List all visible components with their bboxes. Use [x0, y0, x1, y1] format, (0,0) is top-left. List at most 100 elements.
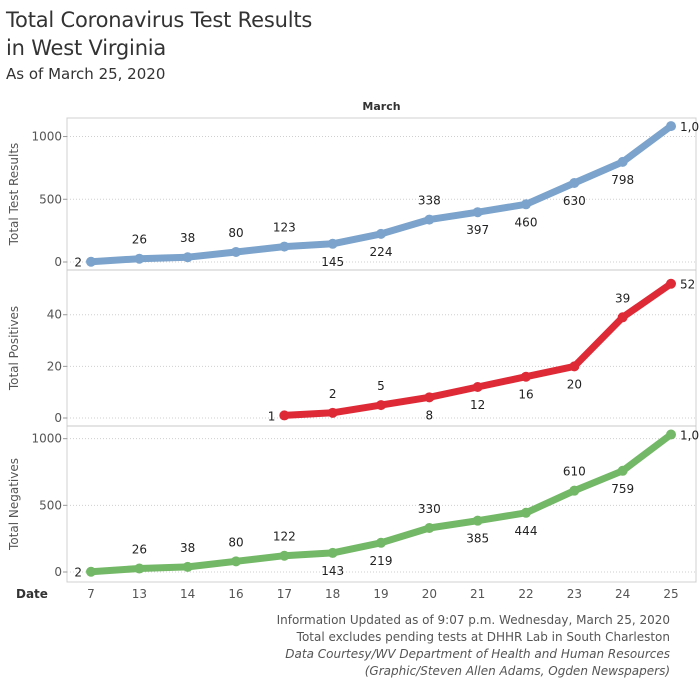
- footer-note: Total excludes pending tests at DHHR Lab…: [296, 630, 670, 644]
- data-point: [617, 465, 628, 476]
- data-label: 5: [377, 379, 385, 393]
- data-point: [86, 566, 96, 577]
- column-header: March: [362, 100, 400, 113]
- plot-frame: [66, 117, 697, 583]
- data-point: [666, 121, 676, 132]
- data-point: [521, 199, 531, 210]
- data-label: 122: [273, 530, 296, 544]
- data-label: 444: [515, 524, 538, 538]
- y-tick-label: 500: [39, 498, 62, 512]
- data-point: [666, 429, 676, 440]
- data-point: [472, 515, 483, 526]
- data-point: [472, 207, 483, 218]
- x-tick-label: 13: [132, 587, 147, 600]
- data-point: [569, 485, 580, 496]
- data-label: 338: [418, 194, 441, 208]
- data-point: [327, 238, 338, 249]
- data-point: [327, 547, 338, 558]
- data-point: [182, 252, 193, 263]
- series-line: [87, 431, 675, 576]
- series-line: [280, 280, 675, 419]
- data-point: [617, 156, 628, 167]
- data-label: 630: [563, 194, 586, 208]
- y-axis-title: Total Test Results: [7, 143, 21, 247]
- data-label: 2: [74, 256, 82, 270]
- data-label: 798: [611, 173, 634, 187]
- data-label: 219: [370, 554, 393, 568]
- data-point: [86, 256, 96, 267]
- data-label: 38: [180, 541, 195, 555]
- data-point: [472, 382, 483, 393]
- data-point: [424, 392, 435, 403]
- data-point: [279, 550, 290, 561]
- data-point: [424, 523, 435, 533]
- data-point: [182, 561, 193, 572]
- data-point: [521, 507, 531, 518]
- data-label: 12: [470, 398, 485, 412]
- y-tick-label: 0: [54, 255, 62, 269]
- y-axis-title: Total Negatives: [7, 458, 21, 551]
- data-point: [569, 177, 580, 188]
- data-point: [134, 253, 145, 264]
- x-tick-label: 23: [567, 587, 582, 600]
- footer-updated: Information Updated as of 9:07 p.m. Wedn…: [276, 613, 670, 627]
- footer-credit: (Graphic/Steven Allen Adams, Ogden Newsp…: [364, 664, 670, 678]
- data-point: [617, 312, 628, 323]
- x-axis-title: Date: [16, 587, 48, 600]
- y-tick-label: 40: [47, 308, 62, 322]
- x-tick-label: 21: [470, 587, 485, 600]
- data-point: [134, 563, 145, 574]
- data-label: 39: [615, 291, 630, 305]
- data-label: 2: [329, 387, 337, 401]
- data-label: 8: [426, 408, 434, 422]
- data-point: [231, 556, 241, 567]
- data-point: [521, 371, 531, 382]
- data-label: 123: [273, 221, 296, 235]
- y-tick-label: 500: [39, 192, 62, 206]
- chart-subtitle: As of March 25, 2020: [6, 65, 166, 83]
- data-label: 759: [611, 482, 634, 496]
- x-tick-label: 17: [277, 587, 292, 600]
- data-label: 80: [228, 226, 243, 240]
- data-point: [376, 228, 386, 239]
- footer-source: Data Courtesy/WV Department of Health an…: [285, 647, 670, 661]
- data-point: [569, 361, 580, 372]
- x-tick-label: 14: [180, 587, 195, 600]
- data-label: 52: [680, 278, 695, 292]
- data-label: 20: [567, 377, 582, 391]
- x-tick-label: 7: [87, 587, 95, 600]
- footer-notes: Information Updated as of 9:07 p.m. Wedn…: [277, 612, 670, 680]
- x-tick-label: 24: [615, 587, 630, 600]
- data-label: 26: [132, 543, 147, 557]
- data-point: [279, 410, 290, 421]
- data-label: 143: [321, 564, 344, 578]
- data-label: 145: [321, 255, 344, 269]
- chart-title-line1: Total Coronavirus Test Results: [6, 8, 313, 32]
- data-point: [376, 537, 386, 548]
- data-label: 610: [563, 465, 586, 479]
- data-label: 397: [466, 223, 489, 237]
- x-tick-label: 25: [663, 587, 678, 600]
- data-label: 330: [418, 502, 441, 516]
- x-tick-label: 20: [422, 587, 437, 600]
- chart-title-line2: in West Virginia: [6, 36, 167, 60]
- data-label: 1,083: [680, 120, 700, 134]
- data-label: 224: [370, 245, 393, 259]
- data-point: [376, 400, 386, 411]
- data-label: 38: [180, 231, 195, 245]
- data-label: 80: [228, 535, 243, 549]
- x-tick-label: 22: [518, 587, 533, 600]
- data-label: 26: [132, 233, 147, 247]
- x-tick-label: 16: [228, 587, 243, 600]
- y-tick-label: 0: [54, 411, 62, 425]
- y-tick-label: 1000: [31, 432, 62, 446]
- y-tick-label: 0: [54, 565, 62, 579]
- x-tick-label: 18: [325, 587, 340, 600]
- data-label: 460: [515, 215, 538, 229]
- data-point: [327, 407, 338, 418]
- x-tick-label: 19: [373, 587, 388, 600]
- data-point: [279, 241, 290, 252]
- data-label: 2: [74, 566, 82, 580]
- data-label: 1,031: [680, 429, 700, 443]
